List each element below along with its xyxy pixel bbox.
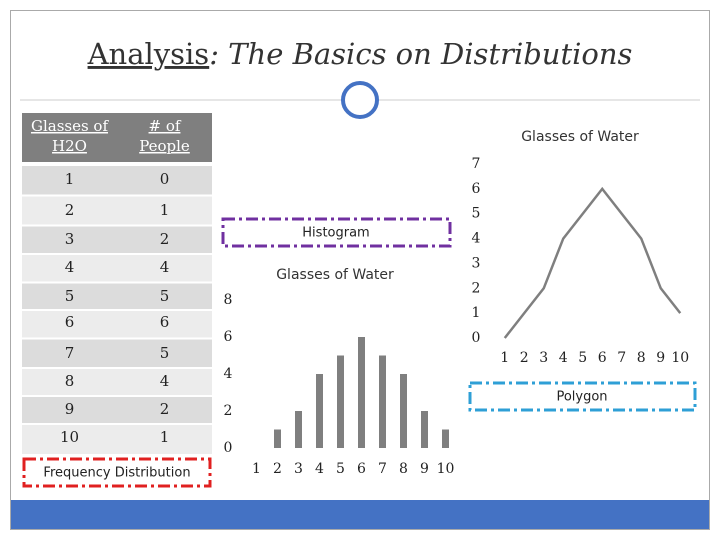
chart-title: Glasses of Water <box>521 129 639 145</box>
table-row-bg <box>22 255 212 282</box>
table-row-bg <box>22 339 212 367</box>
x-tick-label: 7 <box>378 461 387 477</box>
column-header: # of People <box>139 117 190 155</box>
table-cell: 4 <box>65 258 75 276</box>
polygon-line <box>503 186 682 339</box>
table-cell: 6 <box>65 313 75 331</box>
table-row-bg <box>22 166 212 195</box>
table-cell: 1 <box>160 201 170 219</box>
table-cell: 9 <box>65 400 75 418</box>
table-cell: 7 <box>65 344 75 362</box>
table-cell: 2 <box>65 201 75 219</box>
x-tick-label: 1 <box>252 461 261 477</box>
table-cell: 1 <box>65 170 75 188</box>
bar <box>421 411 428 448</box>
table-cell: 1 <box>160 428 170 446</box>
x-tick-label: 3 <box>539 350 548 366</box>
y-tick-label: 7 <box>472 156 481 172</box>
table-row-bg <box>22 283 212 309</box>
table-row-bg <box>22 397 212 423</box>
table-cell: 8 <box>65 372 75 390</box>
x-tick-label: 1 <box>500 350 509 366</box>
x-tick-label: 4 <box>559 350 568 366</box>
table-header-bg <box>22 113 212 162</box>
x-tick-label: 8 <box>399 461 408 477</box>
title-lead: Analysis <box>87 37 210 71</box>
x-tick-label: 4 <box>315 461 324 477</box>
x-tick-label: 6 <box>598 350 607 366</box>
x-tick-label: 7 <box>617 350 626 366</box>
bar <box>274 429 281 448</box>
caption-box <box>22 457 212 488</box>
polygon-label: Polygon <box>556 390 607 405</box>
table-cell: 10 <box>60 428 79 446</box>
table-row-bg <box>22 369 212 395</box>
footer-bar <box>11 500 709 529</box>
bar <box>379 355 386 448</box>
x-tick-label: 8 <box>637 350 646 366</box>
table-cell: 5 <box>65 287 75 305</box>
x-tick-label: 6 <box>357 461 366 477</box>
chart-title: Glasses of Water <box>276 267 394 283</box>
table-cell: 4 <box>160 372 170 390</box>
x-tick-label: 10 <box>437 461 455 477</box>
y-tick-label: 8 <box>224 292 233 308</box>
bar <box>442 429 449 448</box>
y-tick-label: 2 <box>472 280 481 296</box>
title-ornament <box>341 81 379 119</box>
x-tick-label: 2 <box>520 350 529 366</box>
column-header: Glasses of H2O <box>31 117 109 155</box>
y-tick-label: 4 <box>224 366 233 382</box>
x-tick-label: 10 <box>671 350 689 366</box>
x-tick-label: 9 <box>656 350 665 366</box>
table-cell: 0 <box>160 170 170 188</box>
x-tick-label: 9 <box>420 461 429 477</box>
bar <box>400 374 407 448</box>
table-caption: Frequency Distribution <box>43 466 190 481</box>
slide-title: Analysis: The Basics on Distributions <box>87 37 633 71</box>
y-tick-label: 6 <box>472 181 481 197</box>
y-tick-label: 6 <box>224 329 233 345</box>
x-tick-label: 5 <box>336 461 345 477</box>
bar <box>337 355 344 448</box>
y-tick-label: 0 <box>224 440 233 456</box>
table-row-bg <box>22 226 212 253</box>
table-row-bg <box>22 311 212 338</box>
bar <box>316 374 323 448</box>
table-cell: 4 <box>160 258 170 276</box>
table-row-bg <box>22 196 212 225</box>
polygon-box <box>468 381 697 412</box>
y-tick-label: 1 <box>472 305 481 321</box>
x-tick-label: 5 <box>578 350 587 366</box>
y-tick-label: 3 <box>472 255 481 271</box>
table-row-bg <box>22 425 212 454</box>
bar <box>295 411 302 448</box>
x-tick-label: 2 <box>273 461 282 477</box>
title-rest: : The Basics on Distributions <box>209 37 632 71</box>
y-tick-label: 0 <box>472 330 481 346</box>
table-cell: 2 <box>160 400 170 418</box>
bar <box>358 337 365 448</box>
table-cell: 5 <box>160 287 170 305</box>
y-tick-label: 2 <box>224 403 233 419</box>
x-tick-label: 3 <box>294 461 303 477</box>
histogram-box <box>221 217 452 248</box>
table-cell: 2 <box>160 230 170 248</box>
histogram-label: Histogram <box>302 226 369 241</box>
y-tick-label: 4 <box>472 231 481 247</box>
table-cell: 6 <box>160 313 170 331</box>
y-tick-label: 5 <box>472 206 481 222</box>
table-cell: 3 <box>65 230 75 248</box>
table-cell: 5 <box>160 344 170 362</box>
